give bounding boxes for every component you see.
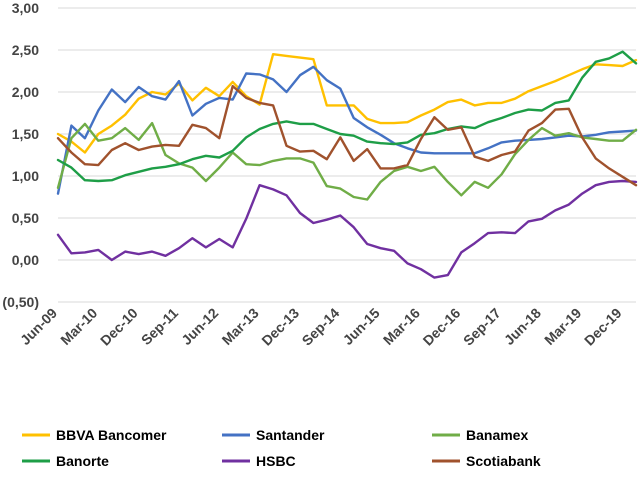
y-tick-label: 2,50 — [12, 42, 39, 58]
x-tick-label: Jun-09 — [17, 305, 60, 348]
x-tick-label: Sep-14 — [299, 305, 343, 349]
x-tick-label: Dec-13 — [258, 305, 302, 349]
legend-label: Scotiabank — [466, 453, 541, 469]
x-tick-label: Mar-19 — [541, 305, 584, 348]
y-tick-label: 2,00 — [12, 84, 39, 100]
x-tick-label: Mar-10 — [57, 305, 100, 348]
x-tick-label: Jun-18 — [501, 305, 544, 348]
y-tick-label: (0,50) — [2, 294, 39, 310]
x-tick-label: Dec-10 — [97, 305, 141, 349]
x-tick-label: Mar-13 — [219, 305, 262, 348]
x-tick-label: Jun-15 — [340, 305, 383, 348]
series-line-banorte — [56, 50, 638, 183]
x-tick-label: Mar-16 — [380, 305, 423, 348]
y-axis: (0,50) 0,00 0,50 1,00 1,50 2,00 2,50 3,00 — [2, 0, 39, 310]
legend-label: BBVA Bancomer — [56, 427, 167, 443]
series-line-banamex — [56, 121, 638, 201]
y-tick-label: 1,50 — [12, 126, 39, 142]
series-line-santander — [56, 65, 638, 195]
legend-label: Banamex — [466, 427, 528, 443]
x-tick-label: Jun-12 — [178, 305, 221, 348]
y-tick-label: 1,00 — [12, 168, 39, 184]
y-tick-label: 0,00 — [12, 252, 39, 268]
series-line-scotiabank — [56, 84, 638, 187]
y-tick-label: 3,00 — [12, 0, 39, 16]
legend-label: HSBC — [256, 453, 296, 469]
legend: BBVA Bancomer Santander Banamex Banorte HSBC… — [22, 427, 541, 469]
plot-area — [56, 50, 638, 279]
x-tick-label: Sep-11 — [138, 305, 181, 348]
legend-label: Santander — [256, 427, 325, 443]
x-tick-label: Dec-19 — [581, 305, 625, 349]
series-line-hsbc — [56, 179, 638, 279]
x-tick-label: Sep-17 — [460, 305, 504, 349]
x-axis: Jun-09Mar-10Dec-10Sep-11Jun-12Mar-13Dec-… — [17, 305, 625, 349]
legend-label: Banorte — [56, 453, 109, 469]
gridlines — [58, 7, 636, 303]
x-tick-label: Dec-16 — [420, 305, 464, 349]
y-tick-label: 0,50 — [12, 210, 39, 226]
